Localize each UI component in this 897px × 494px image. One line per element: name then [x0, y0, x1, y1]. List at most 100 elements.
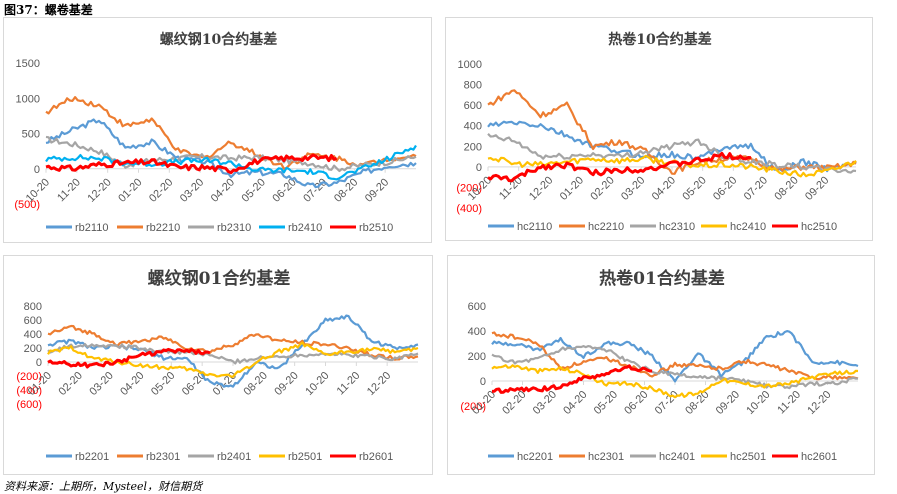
legend-label: hc2201 — [517, 451, 553, 463]
legend-item-hc2301: hc2301 — [559, 451, 624, 463]
x-tick-label: 05-20 — [680, 174, 708, 202]
legend-item-hc2601: hc2601 — [772, 451, 837, 463]
legend-label: rb2210 — [146, 222, 180, 234]
chart-hc10: 热卷10合约基差10008006004002000(200)(400)10-20… — [456, 31, 857, 233]
x-tick-label: 09-20 — [803, 174, 831, 202]
x-tick-label: 04-20 — [209, 176, 237, 204]
y-tick-label: 0 — [480, 376, 486, 388]
x-tick-label: 09-20 — [363, 176, 391, 204]
legend-item-hc2510: hc2510 — [772, 221, 837, 233]
y-tick-label: (400) — [16, 385, 42, 397]
x-tick-label: 07-20 — [301, 176, 329, 204]
legend-item-hc2501: hc2501 — [701, 451, 766, 463]
y-tick-label: 200 — [468, 351, 486, 363]
legend-item-rb2401: rb2401 — [188, 451, 251, 463]
x-tick-label: 04-20 — [650, 174, 678, 202]
legend-label: hc2401 — [659, 451, 695, 463]
y-tick-label: 1500 — [16, 58, 40, 70]
x-tick-label: 02-20 — [588, 174, 616, 202]
series-line-hc2501 — [491, 364, 859, 399]
x-tick-label: 06-20 — [270, 176, 298, 204]
x-tick-label: 01-20 — [116, 176, 144, 204]
y-tick-label: 200 — [464, 141, 482, 153]
y-tick-label: 1000 — [16, 93, 40, 105]
chart-panel-rb10: 螺纹钢10合约基差 1500 1000 500 0 (500) 10-20 11-20 12-2… — [3, 17, 432, 243]
y-tick-label: 1000 — [458, 59, 482, 71]
legend-label: hc2501 — [730, 451, 766, 463]
chart-panel-rb01: 螺纹钢01合约基差 800 600 400 200 0 (200) (400) (600) 01-… — [3, 255, 433, 475]
legend-item-rb2501: rb2501 — [259, 451, 322, 463]
x-tick-label: 09-20 — [714, 389, 742, 417]
x-tick-label: 12-20 — [365, 370, 393, 398]
chart-title: 热卷10合约基差 — [608, 31, 711, 48]
chart-panel-hc01: 热卷01合约基差 600 400 200 0 (200) 01-20 02-20 03-20 04… — [447, 255, 875, 475]
y-tick-label: 500 — [22, 129, 40, 141]
y-tick-label: 400 — [468, 326, 486, 338]
x-tick-label: 11-20 — [335, 370, 363, 398]
y-tick-label: (400) — [456, 203, 482, 215]
legend-label: rb2110 — [75, 222, 108, 234]
y-tick-label: (200) — [460, 401, 486, 413]
x-tick-label: 03-20 — [178, 176, 206, 204]
legend-item-rb2310: rb2310 — [188, 222, 251, 234]
legend-label: hc2410 — [730, 221, 766, 233]
x-tick-label: 09-20 — [272, 370, 300, 398]
x-tick-label: 06-20 — [622, 389, 650, 417]
y-tick-label: (200) — [16, 371, 42, 383]
series-line-hc2201 — [491, 330, 859, 383]
legend-item-rb2210: rb2210 — [117, 222, 180, 234]
series-line-hc2510 — [487, 151, 751, 183]
x-tick-label: 08-20 — [772, 174, 800, 202]
x-tick-label: 07-20 — [742, 174, 770, 202]
legend-item-hc2201: hc2201 — [488, 451, 553, 463]
legend-item-rb2201: rb2201 — [46, 451, 109, 463]
y-tick-label: 800 — [464, 80, 482, 92]
legend-item-rb2110: rb2110 — [46, 222, 108, 234]
x-tick-label: 12-20 — [85, 176, 113, 204]
y-tick-label: (500) — [14, 199, 40, 211]
legend-item-rb2601: rb2601 — [330, 451, 393, 463]
x-tick-label: 12-20 — [527, 174, 555, 202]
legend-label: rb2410 — [288, 222, 322, 234]
y-tick-label: 800 — [24, 301, 42, 313]
series-line-rb2501 — [47, 341, 419, 378]
legend-item-rb2510: rb2510 — [330, 222, 393, 234]
series-line-rb2310 — [45, 135, 417, 173]
x-tick-label: 05-20 — [149, 370, 177, 398]
legend-label: rb2310 — [217, 222, 251, 234]
legend-label: rb2401 — [217, 451, 251, 463]
legend-label: hc2301 — [588, 451, 624, 463]
x-tick-label: 06-20 — [711, 174, 739, 202]
series-line-rb2510 — [45, 153, 338, 175]
legend-label: hc2510 — [801, 221, 837, 233]
legend-label: rb2501 — [288, 451, 322, 463]
series-line-rb2410 — [45, 144, 417, 181]
legend-label: hc2310 — [659, 221, 695, 233]
x-tick-label: 02-20 — [147, 176, 175, 204]
x-tick-label: 03-20 — [619, 174, 647, 202]
legend-label: rb2301 — [146, 451, 180, 463]
y-tick-label: 600 — [24, 315, 42, 327]
legend-item-hc2401: hc2401 — [630, 451, 695, 463]
series-line-rb2110 — [45, 118, 417, 189]
x-tick-label: 04-20 — [118, 370, 146, 398]
legend-label: hc2210 — [588, 221, 624, 233]
series-line-rb2401 — [47, 343, 419, 365]
legend-item-hc2410: hc2410 — [701, 221, 766, 233]
legend-item-hc2110: hc2110 — [488, 221, 552, 233]
y-tick-label: (600) — [16, 399, 42, 411]
figure-title: 图37：螺卷基差 — [4, 3, 93, 17]
series-line-hc2601 — [491, 364, 653, 394]
x-tick-label: 05-20 — [592, 389, 620, 417]
series-line-hc2301 — [491, 331, 859, 381]
x-tick-label: 03-20 — [87, 370, 115, 398]
chart-panel-hc10: 热卷10合约基差 1000 800 600 400 200 0 (200) (400) 10-20… — [445, 17, 873, 241]
x-tick-label: 12-20 — [805, 389, 833, 417]
chart-title: 热卷01合约基差 — [599, 268, 725, 289]
legend-label: hc2110 — [517, 221, 552, 233]
x-tick-label: 11-20 — [55, 176, 83, 204]
x-tick-label: 05-20 — [240, 176, 268, 204]
series-line-hc2310 — [487, 133, 857, 174]
y-tick-label: 600 — [464, 100, 482, 112]
